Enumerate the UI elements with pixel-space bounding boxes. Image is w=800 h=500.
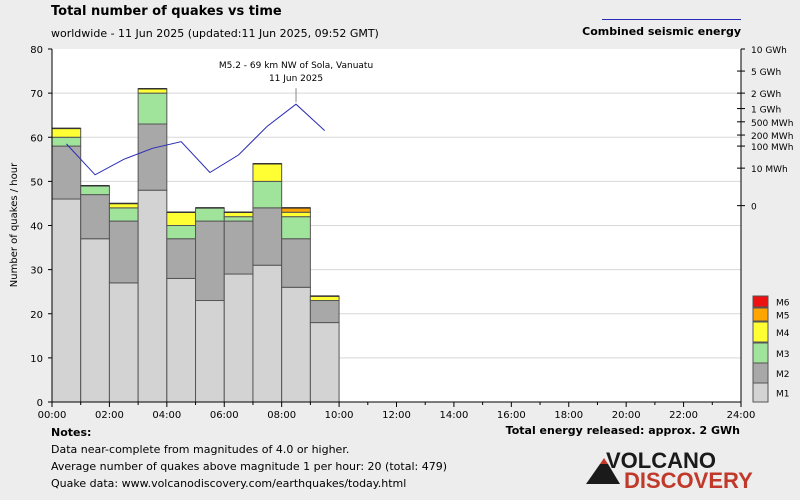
energy-tick-label: 0 [751, 203, 757, 213]
notes-line-1: Data near-complete from magnitudes of 4.… [51, 443, 350, 456]
notes-line-2: Average number of quakes above magnitude… [51, 460, 447, 473]
y-tick-label: 20 [30, 310, 43, 321]
x-tick-label: 14:00 [440, 410, 469, 421]
energy-tick-label: 10 GWh [751, 46, 787, 56]
energy-tick-label: 100 MWh [751, 143, 793, 153]
bar-segment-m1 [166, 277, 197, 403]
bar-segment-m1 [80, 238, 110, 403]
x-tick-label: 24:00 [727, 410, 756, 421]
bar-segment-m3 [195, 207, 225, 222]
x-tick-label: 16:00 [497, 410, 526, 421]
bar-segment-m4 [51, 127, 82, 138]
x-tick-label: 10:00 [325, 410, 354, 421]
notes-line-3: Quake data: www.volcanodiscovery.com/ear… [51, 477, 407, 490]
energy-tick-label: 200 MWh [751, 132, 793, 142]
bar-segment-m1 [223, 273, 254, 403]
bar-segment-m1 [281, 286, 311, 403]
bar-segment-m1 [309, 322, 340, 403]
bar-segment-m2 [80, 194, 110, 240]
bar-segment-m3 [166, 225, 197, 240]
energy-tick-label: 2 GWh [751, 90, 781, 100]
bar-segment-m3 [108, 207, 139, 222]
legend-swatch-m3 [752, 342, 769, 364]
bar-segment-m3 [223, 216, 254, 222]
y-tick-label: 30 [30, 266, 43, 277]
annotation-event: M5.2 - 69 km NW of Sola, Vanuatu [219, 61, 373, 71]
x-tick-label: 12:00 [382, 410, 411, 421]
x-tick-label: 08:00 [267, 410, 296, 421]
volcanodiscovery-logo: VOLCANO DISCOVERY [586, 448, 753, 492]
bar-segment-m1 [108, 282, 139, 403]
y-tick-label: 60 [30, 133, 43, 144]
legend-label-m4: M4 [776, 329, 790, 339]
energy-tick-label: 500 MWh [751, 119, 793, 129]
energy-tick-label: 1 GWh [751, 106, 781, 116]
chart-title: Total number of quakes vs time [51, 4, 282, 19]
y-tick-label: 0 [37, 398, 43, 409]
x-tick-label: 04:00 [152, 410, 181, 421]
x-tick-label: 02:00 [95, 410, 124, 421]
legend-swatch-m2 [752, 362, 769, 384]
bar-segment-m1 [51, 198, 82, 403]
legend-label-m3: M3 [776, 350, 790, 360]
bar-segment-m3 [252, 180, 283, 209]
y-tick-label: 10 [30, 354, 43, 365]
bar-segment-m1 [195, 300, 225, 403]
bar-segment-m1 [137, 189, 168, 403]
legend-swatch-m6 [752, 295, 769, 308]
energy-legend-label: Combined seismic energy [582, 25, 741, 38]
energy-tick-label: 10 MWh [751, 165, 788, 175]
legend-label-m2: M2 [776, 370, 790, 380]
bar-segment-m2 [252, 207, 283, 266]
bar-segment-m1 [252, 264, 283, 403]
bar-segment-m2 [195, 220, 225, 302]
y-tick-label: 80 [30, 45, 43, 56]
y-tick-label: 50 [30, 177, 43, 188]
y-axis-label: Number of quakes / hour [9, 162, 20, 287]
legend-label-m5: M5 [776, 312, 790, 322]
bar-segment-m2 [166, 238, 197, 279]
bar-segment-m3 [80, 185, 110, 196]
x-tick-label: 20:00 [612, 410, 641, 421]
volcano-icon [586, 464, 620, 484]
energy-line [66, 103, 326, 176]
total-energy: Total energy released: approx. 2 GWh [505, 424, 740, 437]
bar-segment-m4 [281, 211, 311, 218]
svg-text:VOLCANO: VOLCANO [606, 448, 716, 473]
bar-segment-m4 [166, 211, 197, 226]
y-tick-label: 70 [30, 89, 43, 100]
y-tick-label: 40 [30, 222, 43, 233]
bar-segment-m2 [309, 300, 340, 324]
notes-heading: Notes: [51, 426, 92, 439]
legend-label-m6: M6 [776, 299, 790, 309]
bar-segment-m2 [223, 220, 254, 275]
legend-swatch-m4 [752, 321, 769, 343]
bar-segment-m3 [281, 216, 311, 240]
energy-tick-label: 5 GWh [751, 68, 781, 78]
x-tick-label: 22:00 [669, 410, 698, 421]
bar-segment-m3 [51, 136, 82, 147]
legend-swatch-m1 [752, 382, 769, 403]
legend-label-m1: M1 [776, 390, 790, 400]
bar-segment-m4 [252, 163, 283, 182]
svg-text:DISCOVERY: DISCOVERY [624, 468, 753, 492]
notes: Notes: Data near-complete from magnitude… [51, 424, 447, 492]
x-tick-label: 18:00 [554, 410, 583, 421]
energy-legend-swatch [602, 19, 741, 20]
bar-segment-m2 [108, 220, 139, 284]
chart-subtitle: worldwide - 11 Jun 2025 (updated:11 Jun … [51, 27, 379, 40]
annotation-date: 11 Jun 2025 [269, 74, 323, 84]
legend-swatch-m5 [752, 307, 769, 322]
x-tick-label: 00:00 [38, 410, 67, 421]
bar-segment-m3 [137, 92, 168, 125]
bar-segment-m2 [281, 238, 311, 288]
x-tick-label: 06:00 [210, 410, 239, 421]
bar-segment-m2 [137, 123, 168, 191]
